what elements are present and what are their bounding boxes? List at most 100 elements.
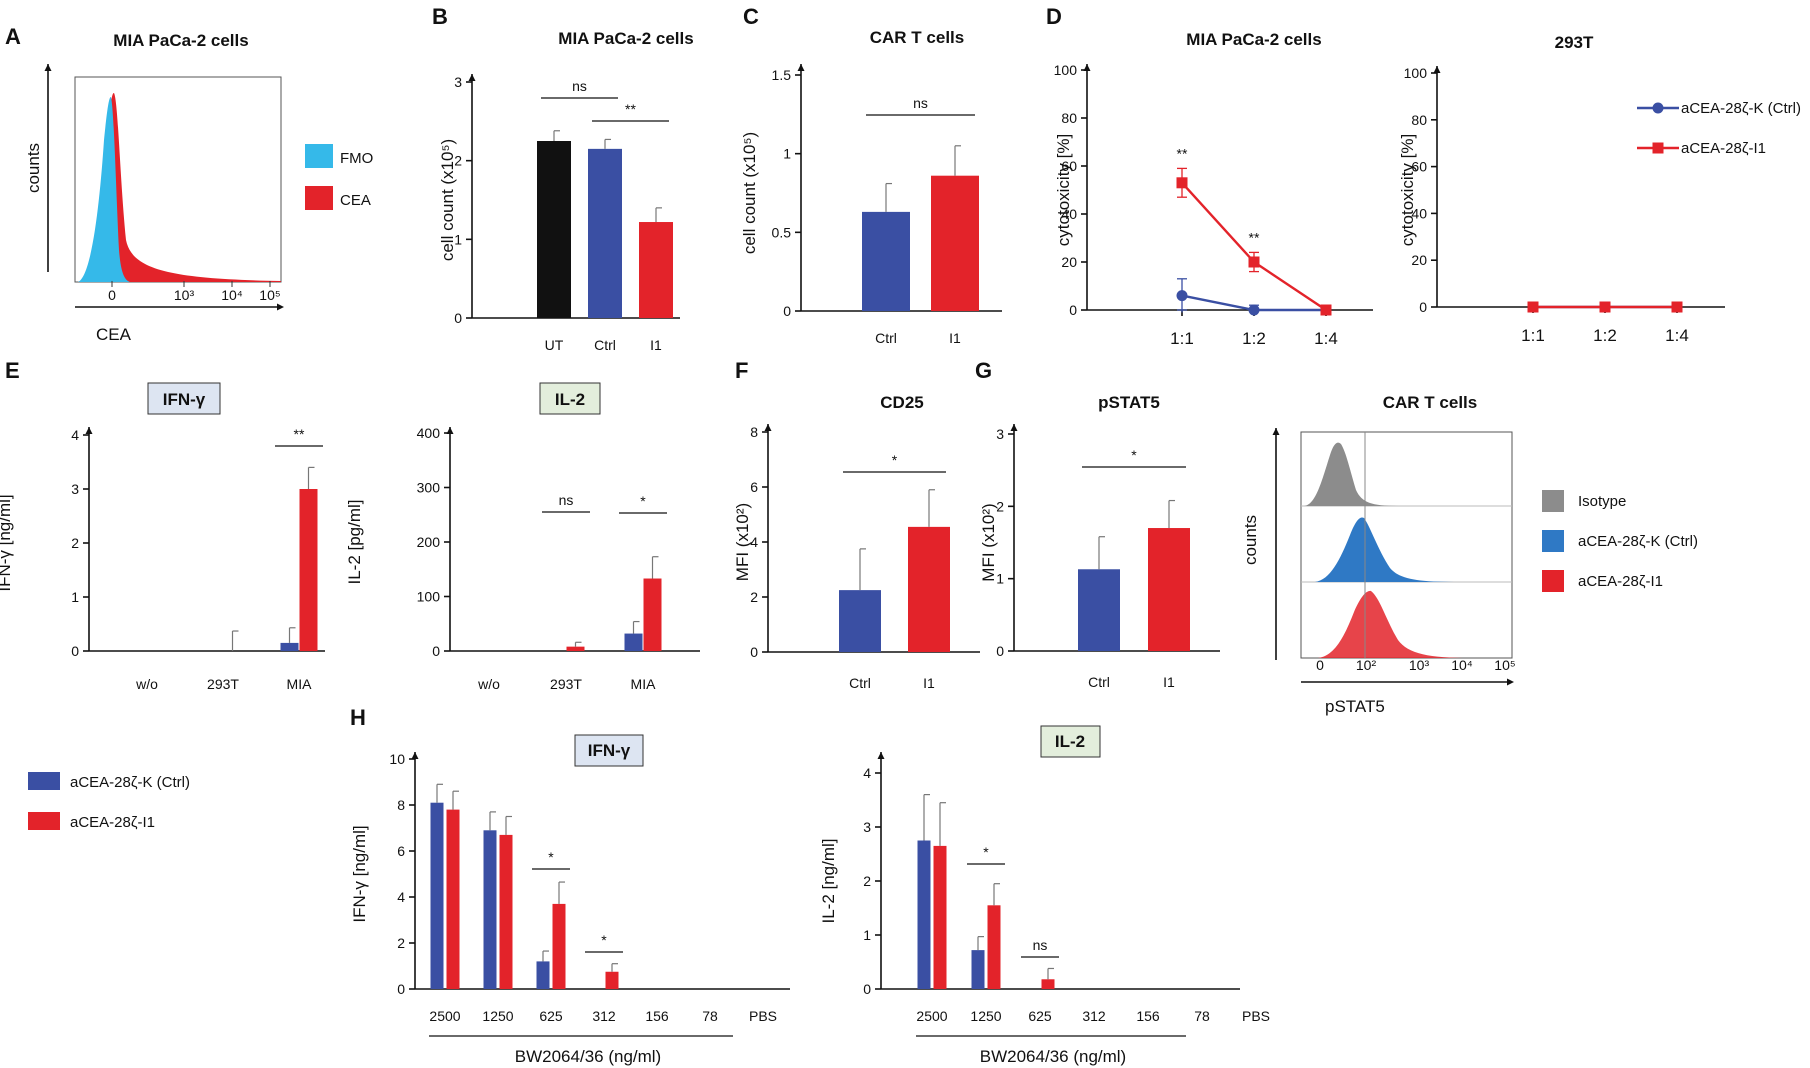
y-tick-label: 0 xyxy=(454,310,462,326)
legend-swatch xyxy=(1542,530,1564,552)
y-tick-label: 2 xyxy=(397,935,405,951)
y-tick-label: 4 xyxy=(863,765,871,781)
chart-title: pSTAT5 xyxy=(1098,393,1160,412)
significance-label: * xyxy=(892,452,898,468)
x-tick-label: Ctrl xyxy=(849,675,871,691)
chart-title-box xyxy=(574,734,644,767)
chart-title: IL-2 xyxy=(555,390,585,409)
bar xyxy=(536,961,550,989)
y-tick-label: 3 xyxy=(996,426,1004,442)
x-tick-label: Ctrl xyxy=(594,337,616,353)
panel-label: A xyxy=(5,24,21,49)
bar xyxy=(917,840,931,989)
bar xyxy=(624,633,643,651)
chart-title-box xyxy=(1040,725,1101,758)
x-tick-label: PBS xyxy=(749,1008,777,1024)
x-tick-label: 0 xyxy=(1316,657,1324,673)
y-tick-label: 2 xyxy=(996,498,1004,514)
axis-arrowhead xyxy=(797,64,805,71)
data-point xyxy=(1671,301,1683,313)
chart-E1: 0 1 2 3 4 IFN-γ [ng/ml] IFN-γ w/o 293T MIA ** xyxy=(0,390,325,692)
title-box-e2 xyxy=(539,382,601,415)
significance-label: ns xyxy=(572,78,587,94)
y-tick-label: 0 xyxy=(397,981,405,997)
title-box-e1 xyxy=(147,382,221,415)
significance-label: ** xyxy=(294,426,305,442)
y-axis-label: cell count (x10⁵) xyxy=(740,132,759,254)
x-tick-label: 1:4 xyxy=(1314,329,1338,348)
chart-F: 0 2 4 6 8 MFI (x10²) CD25 Ctrl I1 * xyxy=(733,393,980,691)
legend-label: aCEA-28ζ-K (Ctrl) xyxy=(1578,533,1698,550)
x-axis-label: BW2064/36 (ng/ml) xyxy=(515,1047,661,1066)
y-axis-label: IL-2 [pg/ml] xyxy=(345,499,364,584)
significance-label: ** xyxy=(1177,145,1188,161)
bar xyxy=(933,845,947,989)
significance-label: * xyxy=(983,844,989,860)
y-tick-label: 3 xyxy=(454,74,462,90)
panel-label: E xyxy=(5,358,20,383)
x-tick-label: I1 xyxy=(650,337,662,353)
x-tick-label: 1:1 xyxy=(1521,326,1545,345)
legend-label: aCEA-28ζ-K (Ctrl) xyxy=(1681,100,1801,117)
bar xyxy=(605,971,619,989)
data-point xyxy=(1176,177,1188,189)
x-tick-label: 10⁴ xyxy=(1451,657,1473,673)
y-tick-label: 0 xyxy=(1069,302,1077,318)
y-tick-label: 80 xyxy=(1061,110,1077,126)
y-tick-label: 300 xyxy=(417,480,441,496)
chart-H2: 0 1 2 3 4 IL-2 [ng/ml] IL-2 2500 1250 625 312 156 78… xyxy=(819,732,1270,1024)
significance-label: * xyxy=(548,849,554,865)
y-tick-label: 2 xyxy=(71,535,79,551)
significance-label: ** xyxy=(625,101,636,117)
x-tick-label: 1:4 xyxy=(1665,326,1689,345)
y-axis-label: counts xyxy=(1241,515,1260,565)
legend-label: aCEA-28ζ-I1 xyxy=(1578,573,1663,590)
x-tick-label: 293T xyxy=(207,676,239,692)
data-point xyxy=(1176,290,1188,302)
legend-label: aCEA-28ζ-K (Ctrl) xyxy=(70,774,190,791)
data-point xyxy=(1527,301,1539,313)
y-tick-label: 100 xyxy=(1404,65,1428,81)
axis-arrowhead xyxy=(877,752,885,759)
y-tick-label: 0 xyxy=(750,644,758,660)
x-tick-label: 1:1 xyxy=(1170,329,1194,348)
x-tick-label: 10³ xyxy=(174,287,195,303)
bar xyxy=(280,642,299,651)
y-tick-label: 0 xyxy=(996,643,1004,659)
y-tick-label: 20 xyxy=(1061,254,1077,270)
y-tick-label: 1 xyxy=(783,146,791,162)
chart-title: MIA PaCa-2 cells xyxy=(113,31,248,50)
x-tick-label: 1250 xyxy=(970,1008,1001,1024)
chart-C: 0 0.5 1 1.5 cell count (x10⁵) CAR T cells Ctrl… xyxy=(740,28,1002,346)
chart-title: 293T xyxy=(1555,33,1594,52)
bar xyxy=(1148,528,1190,651)
significance-label: ns xyxy=(559,492,574,508)
axis-arrowhead xyxy=(44,64,52,71)
legend-swatch xyxy=(1542,570,1564,592)
y-tick-label: 200 xyxy=(417,534,441,550)
chart-title: IL-2 xyxy=(1055,732,1085,751)
y-tick-label: 4 xyxy=(750,534,758,550)
x-tick-label: 10⁴ xyxy=(221,287,243,303)
data-point xyxy=(1599,301,1611,313)
bar xyxy=(839,590,881,652)
y-tick-label: 1 xyxy=(71,589,79,605)
legend-label: FMO xyxy=(340,150,373,167)
y-tick-label: 80 xyxy=(1411,112,1427,128)
legend-swatch-cea xyxy=(305,186,333,210)
x-tick-label: 1250 xyxy=(482,1008,513,1024)
x-tick-label: 10³ xyxy=(1409,657,1430,673)
y-tick-label: 3 xyxy=(71,481,79,497)
bar xyxy=(1041,979,1055,989)
y-tick-label: 10 xyxy=(389,751,405,767)
y-axis-label: MFI (x10²) xyxy=(979,503,998,581)
legend-marker xyxy=(1652,102,1664,114)
axis-arrowhead xyxy=(468,74,476,81)
chart-title: MIA PaCa-2 cells xyxy=(558,29,693,48)
y-tick-label: 6 xyxy=(397,843,405,859)
x-tick-label: UT xyxy=(545,337,564,353)
bar xyxy=(987,905,1001,989)
bar xyxy=(971,950,985,989)
bar xyxy=(639,222,673,318)
legend-marker xyxy=(1652,142,1664,154)
